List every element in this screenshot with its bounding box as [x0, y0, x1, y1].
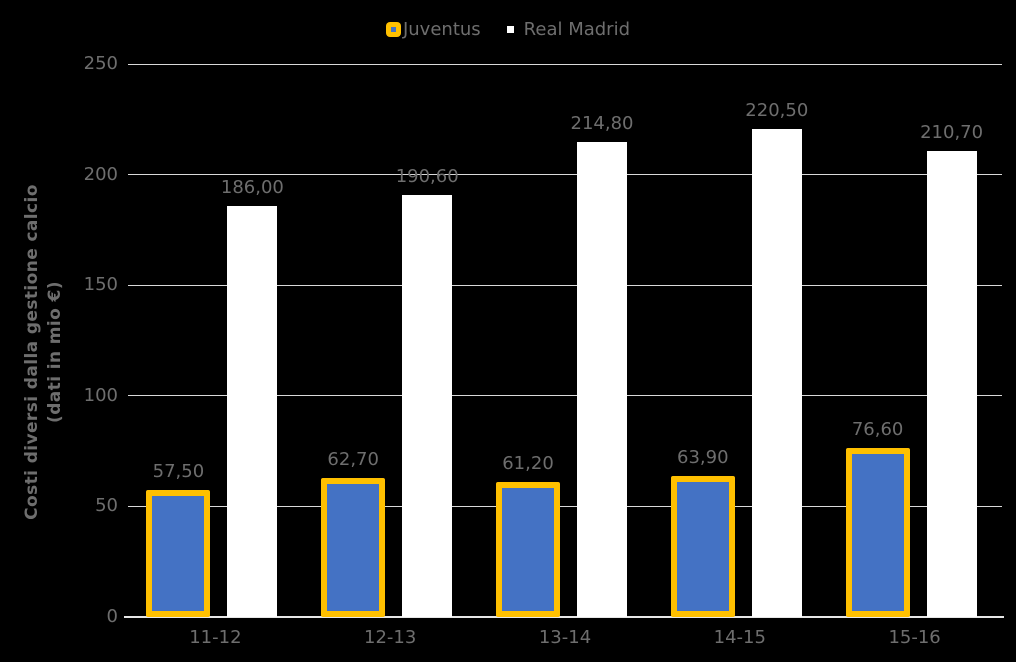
y-axis-title: Costi diversi dalla gestione calcio (dat… — [21, 52, 67, 652]
bar-real-madrid[interactable] — [227, 205, 278, 617]
bar-real-madrid[interactable] — [577, 141, 627, 617]
x-tick-label: 11-12 — [189, 627, 242, 648]
juventus-legend-marker-icon — [385, 21, 401, 37]
gridline — [128, 505, 1002, 507]
value-label-real-madrid: 186,00 — [220, 176, 284, 198]
x-tick-label: 13-14 — [538, 627, 592, 648]
y-axis-title-line1: Costi diversi dalla gestione calcio — [22, 184, 42, 520]
x-tick-label: 12-13 — [364, 627, 417, 648]
y-tick-label: 0 — [106, 606, 118, 627]
value-label-real-madrid: 214,80 — [570, 112, 634, 134]
bar-real-madrid[interactable] — [926, 150, 977, 617]
value-label-juventus: 63,90 — [677, 446, 729, 468]
x-tick-label: 15-16 — [888, 627, 941, 648]
value-label-juventus: 61,20 — [502, 452, 554, 474]
legend-item-juventus[interactable]: Juventus — [385, 18, 481, 40]
legend-label-real-madrid: Real Madrid — [523, 18, 631, 40]
gridline — [128, 174, 1002, 176]
y-tick-label: 50 — [95, 495, 118, 517]
bar-juventus[interactable] — [321, 478, 386, 617]
y-tick-label: 200 — [83, 163, 118, 185]
gridline — [128, 63, 1002, 65]
value-label-juventus: 62,70 — [327, 449, 379, 471]
y-axis-title-line2: (dati in mio €) — [45, 281, 65, 423]
legend: Juventus Real Madrid — [0, 13, 1016, 45]
value-label-juventus: 57,50 — [152, 460, 205, 482]
gridline — [128, 395, 1002, 397]
y-tick-label: 150 — [83, 274, 118, 296]
bar-juventus[interactable] — [670, 475, 735, 617]
bar-juventus[interactable] — [496, 481, 560, 617]
bar-juventus[interactable] — [845, 447, 910, 617]
legend-label-juventus: Juventus — [402, 18, 481, 40]
x-tick-label: 14-15 — [713, 627, 766, 648]
value-label-real-madrid: 220,50 — [745, 100, 809, 122]
x-axis-line — [124, 616, 1004, 618]
real-madrid-legend-marker-icon — [506, 25, 514, 33]
legend-item-real-madrid[interactable]: Real Madrid — [506, 18, 631, 40]
value-label-real-madrid: 190,60 — [395, 166, 459, 188]
juventus-legend-marker-inner — [390, 26, 396, 32]
gridline — [128, 284, 1002, 286]
bar-real-madrid[interactable] — [751, 129, 802, 617]
bar-real-madrid[interactable] — [402, 195, 453, 617]
y-tick-label: 100 — [83, 384, 118, 406]
y-tick-label: 250 — [83, 53, 118, 74]
value-label-real-madrid: 210,70 — [920, 121, 984, 143]
plot-area: 57,50 186,00 62,70 190,60 61,20 214,80 63,90 22… — [124, 63, 1004, 618]
value-label-juventus: 76,60 — [851, 418, 904, 440]
bar-juventus[interactable] — [146, 489, 211, 617]
